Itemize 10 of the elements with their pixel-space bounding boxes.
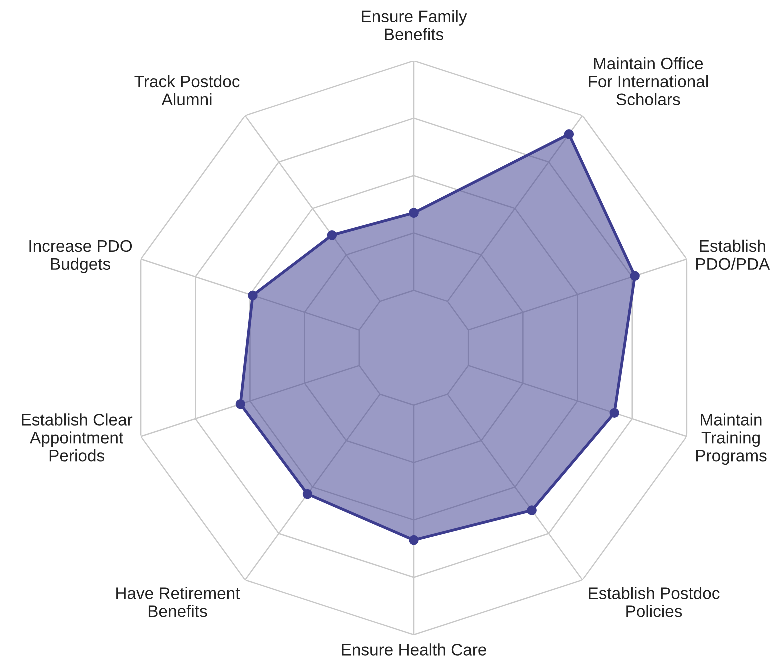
- spoke-label: Establish Postdoc Policies: [589, 587, 720, 618]
- spoke-label: Maintain Training Programs: [696, 414, 767, 466]
- spoke-label: Ensure Family Benefits: [362, 10, 468, 40]
- spoke-label: Maintain Office For International Scholars: [589, 57, 708, 106]
- spoke-label: Track Postdoc Alumni: [134, 75, 240, 106]
- spoke-label: Establish Clear Appointment Periods: [22, 414, 133, 462]
- spoke-label: Ensure Health Care: [342, 644, 486, 656]
- spoke-label: Increase PDO Budgets: [30, 240, 132, 274]
- spoke-label: Establish PDO/PDA: [696, 240, 770, 270]
- spoke-label: Have Retirement Benefits: [116, 587, 240, 618]
